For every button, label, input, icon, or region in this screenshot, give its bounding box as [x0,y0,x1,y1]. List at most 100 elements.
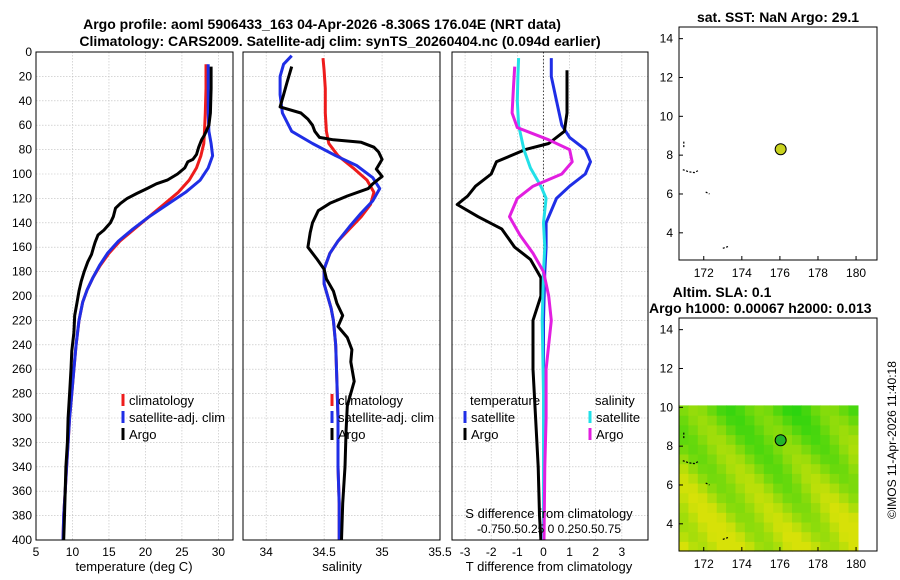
sla-field-cell [744,473,755,484]
sla-field-cell [735,434,746,445]
sla-field-cell [820,415,831,426]
temperature-legend: climatology satellite-adj. clim Argo [121,393,225,442]
map-x-tick-label: 180 [846,557,866,571]
sla-field-cell [820,444,831,455]
x-tick-label: 34 [259,545,273,559]
sla-field-cell [810,502,821,513]
sal-legend-argo-label: Argo [338,427,365,442]
sla-field-cell [716,444,727,455]
sla-field-cell [792,405,802,416]
sla-field-cell [744,453,755,465]
sla-field-cell [782,483,793,494]
sla-field-cell [763,453,774,465]
sla-field-cell [754,453,765,465]
sla-field-cell [726,531,737,542]
sal-legend-climatology-label: climatology [338,393,404,408]
sla-field-cell [848,444,859,455]
sla-field-cell [688,473,699,484]
y-tick-label: 180 [12,265,32,279]
sla-field-cell [697,473,708,484]
sla-field-cell [820,492,831,504]
sla-field-cell [829,502,840,513]
sla-field-cell [716,512,727,523]
sla-field-cell [782,415,793,426]
sla-field-cell [773,502,784,513]
sla-field-cell [763,463,774,474]
sla-field-cell [773,492,784,504]
sla-field-cell [679,463,689,474]
sla-field-cell [726,502,737,513]
sla-field-cell [773,424,784,436]
map-y-tick-label: 8 [666,439,673,453]
sla-field-cell [773,415,784,426]
series-line-climatology [61,64,208,541]
sla-field-cell [716,405,727,416]
sla-field-cell [848,512,859,523]
y-tick-label: 320 [12,435,32,449]
sla-field-cell [707,434,718,445]
sla-field-cell [679,512,689,523]
sla-field-cell [810,512,821,523]
sla-field-cell [697,502,708,513]
sla-field-cell [848,473,859,484]
sla-field-cell [707,512,718,523]
map-x-tick-label: 180 [846,266,866,280]
sla-field-cell [726,453,737,465]
sla-field-cell [679,502,689,513]
sla-field-cell [839,434,850,445]
sla-field-cell [735,521,746,533]
map-y-tick-label: 14 [660,32,674,46]
sla-field-cell [735,512,746,523]
diff-legend-temperature-header: temperature [470,393,540,408]
sla-field-cell [773,473,784,484]
sla-field-cell [716,463,727,474]
sla-field-cell [716,415,727,426]
sla-field-cell [782,512,793,523]
sla-field-cell [707,405,718,416]
sla-field-cell [735,463,746,474]
salinity-axes-frame [242,51,441,541]
sla-field-cell [792,512,802,523]
sla-field-cell [820,541,831,552]
y-tick-label: 400 [12,533,32,547]
sla-field-cell [744,444,755,455]
series-line-argo [62,66,213,541]
sla-field-cell [829,444,840,455]
temperature-xlabel: temperature (deg C) [75,559,192,574]
sla-field-cell [688,444,699,455]
sla-field-cell [792,531,802,542]
sla-field-cell [726,541,737,552]
sla-field-cell [754,415,765,426]
sla-field-cell [763,531,774,542]
map-y-tick-label: 8 [666,148,673,162]
sla-field-cell [688,531,699,542]
sla-field-cell [839,453,850,465]
sla-field-cell [716,473,727,484]
sla-field-cell [801,463,812,474]
sla-field-cell [810,405,821,416]
sla-field-cell [773,405,784,416]
sla-field-cell [716,483,727,494]
figure-title-line2: Climatology: CARS2009. Satellite-adj cli… [79,33,600,49]
s-difference-ticks: -0.750.50.25 0 0.250.50.75 [477,522,621,536]
sla-field-cell [810,492,821,504]
sla-field-cell [744,434,755,445]
sla-field-cell [707,444,718,455]
sla-field-cell [801,424,812,436]
sla-field-cell [820,405,831,416]
y-tick-label: 140 [12,216,32,230]
sla-field-cell [679,405,689,416]
sla-field-cell [820,512,831,523]
legend-satellite-label: satellite-adj. clim [129,410,225,425]
sla-field-cell [735,473,746,484]
sla-field-cell [688,463,699,474]
sla-field-cell [679,453,689,465]
map-x-tick-label: 178 [808,266,828,280]
sla-field-cell [801,415,812,426]
diff-legend-t-argo-label: Argo [471,427,498,442]
sla-field-cell [688,424,699,436]
x-tick-label: 2 [592,545,599,559]
sla-field-cell [716,453,727,465]
sla-field-cell [810,463,821,474]
sla-field-cell [744,512,755,523]
